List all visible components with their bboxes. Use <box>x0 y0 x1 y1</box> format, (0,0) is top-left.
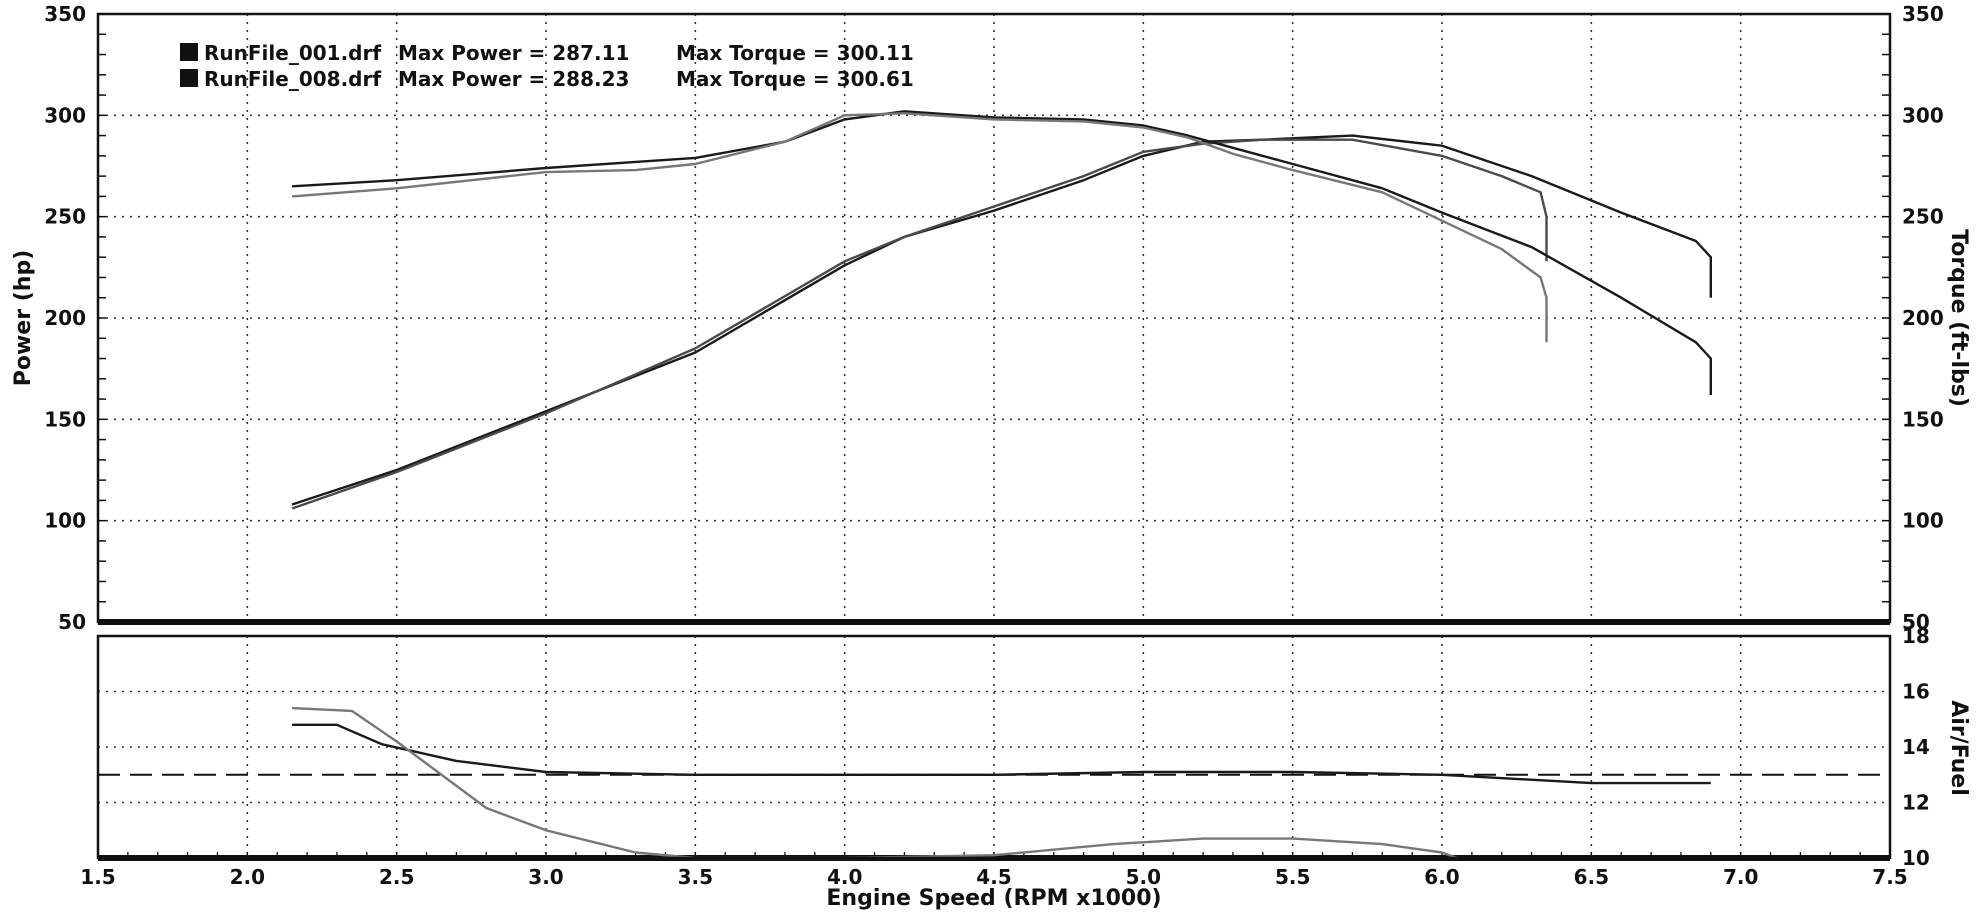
rpm-tick-label: 5.5 <box>1275 865 1310 889</box>
power-torque-plot-frame <box>96 12 1892 624</box>
power-tick-label: 350 <box>44 2 86 26</box>
legend: RunFile_001.drf Max Power = 287.11 Max Tor… <box>180 41 914 91</box>
rpm-tick-label: 6.0 <box>1424 865 1459 889</box>
power-axis-ticks: 50 100 150 200 250 300 350 <box>44 2 86 634</box>
power-curve <box>291 138 1548 510</box>
rpm-tick-label: 3.5 <box>678 865 713 889</box>
power-tick-label: 300 <box>44 103 86 127</box>
power-curve <box>291 134 1713 506</box>
power-tick-label: 250 <box>44 205 86 229</box>
air-fuel-tick-label: 18 <box>1902 624 1930 648</box>
air-fuel-curve <box>292 723 1711 785</box>
rpm-axis-label: Engine Speed (RPM x1000) <box>826 886 1161 911</box>
air-fuel-tick-label: 14 <box>1902 735 1930 759</box>
power-tick-label: 150 <box>44 407 86 431</box>
rpm-tick-label: 1.5 <box>80 865 115 889</box>
legend-file-name: RunFile_008.drf <box>204 67 381 91</box>
air-fuel-tick-label: 12 <box>1902 791 1930 815</box>
legend-max-power: Max Power = 287.11 <box>398 41 629 65</box>
rpm-axis-ticks: 1.5 2.0 2.5 3.0 3.5 4.0 4.5 5.0 5.5 6.0 6.5 7.0 7.5 <box>80 865 1907 889</box>
power-torque-grid <box>98 13 1890 625</box>
rpm-tick-label: 5.0 <box>1126 865 1161 889</box>
power-tick-label: 100 <box>44 509 86 533</box>
torque-curve <box>292 112 1548 343</box>
rpm-tick-label: 6.5 <box>1574 865 1609 889</box>
power-torque-panel: 50 100 150 200 250 300 350 50 100 150 200 250 300 35… <box>11 2 1971 634</box>
power-torque-series <box>291 110 1713 510</box>
rpm-tick-label: 2.0 <box>230 865 265 889</box>
power-tick-label: 50 <box>58 610 86 634</box>
rpm-tick-label: 3.0 <box>528 865 563 889</box>
torque-curve <box>292 110 1713 395</box>
air-fuel-plot-frame <box>96 634 1892 860</box>
rpm-tick-label: 4.0 <box>827 865 862 889</box>
air-fuel-tick-label: 10 <box>1902 846 1930 870</box>
rpm-tick-label: 2.5 <box>379 865 414 889</box>
air-fuel-series <box>98 706 1890 860</box>
legend-max-torque: Max Torque = 300.11 <box>676 41 914 65</box>
torque-tick-label: 150 <box>1902 407 1944 431</box>
air-fuel-curve <box>292 706 1458 860</box>
legend-swatch <box>180 69 198 87</box>
rpm-tick-label: 7.0 <box>1723 865 1758 889</box>
air-fuel-grid <box>97 636 1891 861</box>
legend-max-power: Max Power = 288.23 <box>398 67 629 91</box>
power-axis-label: Power (hp) <box>11 250 36 387</box>
torque-tick-label: 100 <box>1902 509 1944 533</box>
legend-max-torque: Max Torque = 300.61 <box>676 67 914 91</box>
rpm-tick-label: 7.5 <box>1872 865 1907 889</box>
legend-swatch <box>180 43 198 61</box>
air-fuel-panel: 10 12 14 16 18 1.5 2.0 2.5 3.0 3.5 4.0 4.5 5.0 5.5 6.… <box>80 624 1971 911</box>
air-fuel-tick-label: 16 <box>1902 680 1930 704</box>
legend-file-name: RunFile_001.drf <box>204 41 381 65</box>
torque-tick-label: 200 <box>1902 306 1944 330</box>
torque-tick-label: 50 <box>1902 610 1930 634</box>
torque-axis-label: Torque (ft-lbs) <box>1946 229 1971 407</box>
torque-tick-label: 250 <box>1902 205 1944 229</box>
air-fuel-axis-ticks: 10 12 14 16 18 <box>1902 624 1930 870</box>
air-fuel-axis-label: Air/Fuel <box>1946 700 1971 796</box>
torque-axis-ticks: 50 100 150 200 250 300 350 <box>1902 2 1944 634</box>
torque-tick-label: 300 <box>1902 103 1944 127</box>
torque-tick-label: 350 <box>1902 2 1944 26</box>
power-tick-label: 200 <box>44 306 86 330</box>
rpm-tick-label: 4.5 <box>976 865 1011 889</box>
